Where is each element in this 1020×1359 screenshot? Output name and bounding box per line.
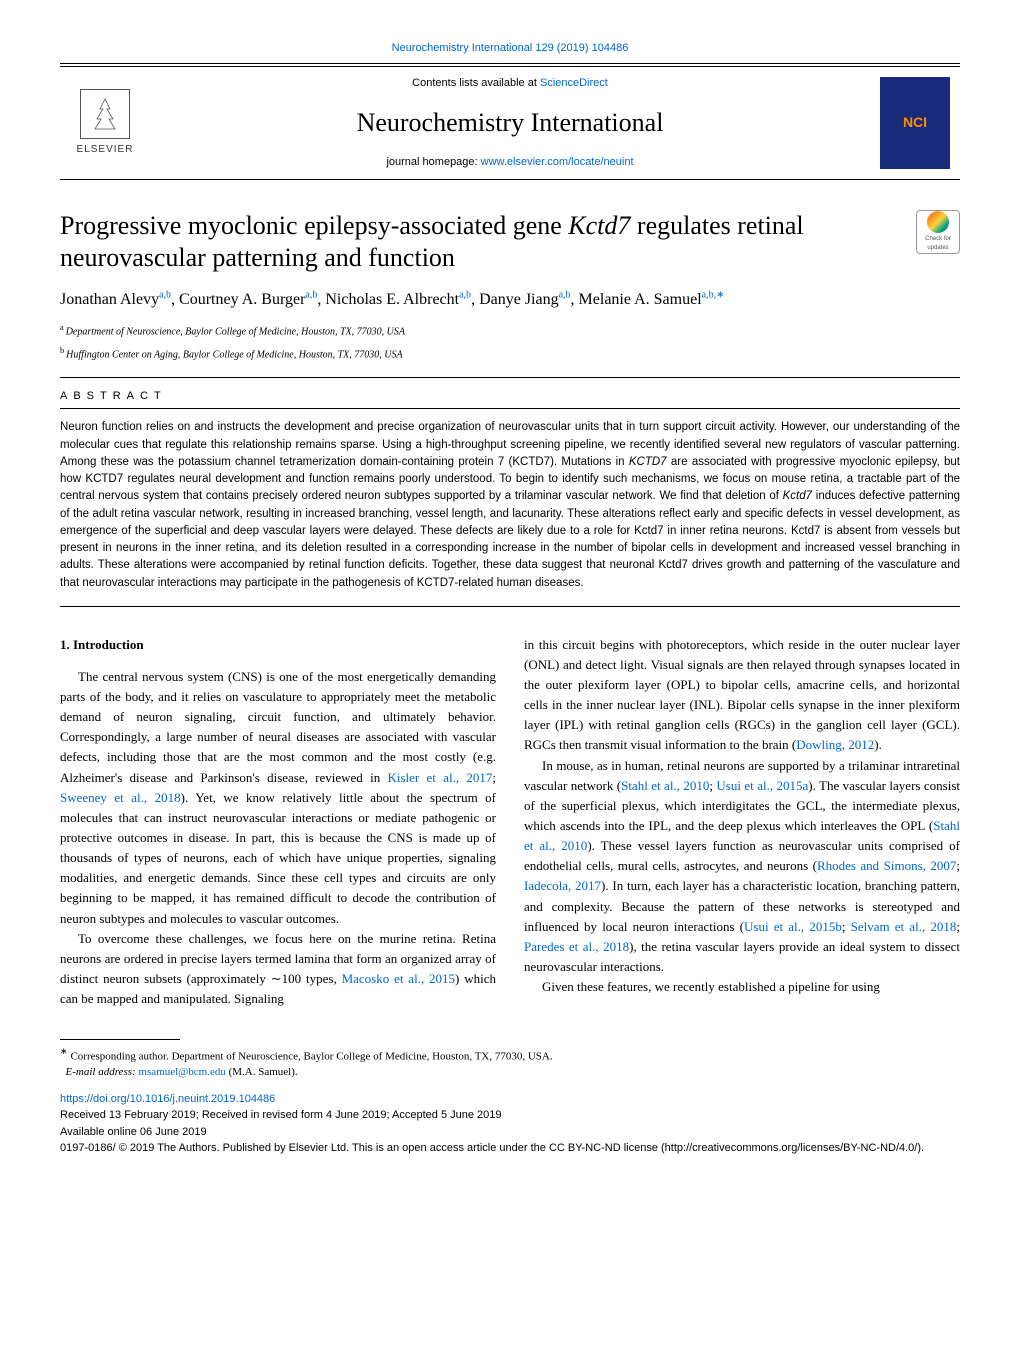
available-line: Available online 06 June 2019 [60,1126,207,1138]
citation-link[interactable]: Stahl et al., 2010 [621,778,709,793]
history-line: Received 13 February 2019; Received in r… [60,1109,502,1121]
journal-homepage-link[interactable]: www.elsevier.com/locate/neuint [481,156,634,168]
elsevier-logo: ELSEVIER [70,83,140,163]
citation-link[interactable]: Paredes et al., 2018 [524,939,629,954]
doi-link[interactable]: https://doi.org/10.1016/j.neuint.2019.10… [60,1093,275,1105]
affiliation-b: bHuffington Center on Aging, Baylor Coll… [60,345,960,362]
author: Courtney A. Burgera,b [179,291,317,308]
crossmark-icon [927,211,949,233]
right-column: in this circuit begins with photorecepto… [524,635,960,1010]
contents-line: Contents lists available at ScienceDirec… [140,75,880,92]
author: Melanie A. Samuela,b,∗ [579,291,725,308]
corresponding-footnote: ∗ Corresponding author. Department of Ne… [60,1046,960,1065]
citation-link[interactable]: Sweeney et al., 2018 [60,790,181,805]
paragraph: To overcome these challenges, we focus h… [60,929,496,1010]
paragraph: The central nervous system (CNS) is one … [60,667,496,929]
affiliation-a: aDepartment of Neuroscience, Baylor Coll… [60,322,960,339]
article-info-block: https://doi.org/10.1016/j.neuint.2019.10… [60,1091,960,1157]
author: Danye Jianga,b [479,291,570,308]
author-list: Jonathan Alevya,b, Courtney A. Burgera,b… [60,287,960,313]
abstract-heading: ABSTRACT [60,388,960,405]
journal-name: Neurochemistry International [140,103,880,142]
elsevier-tree-icon [80,89,130,139]
article-title: Progressive myoclonic epilepsy-associate… [60,210,916,275]
running-header: Neurochemistry International 129 (2019) … [60,40,960,57]
check-updates-badge[interactable]: Check for updates [916,210,960,254]
cover-abbrev: NCI [903,112,927,133]
paragraph: In mouse, as in human, retinal neurons a… [524,756,960,978]
citation-link[interactable]: Usui et al., 2015a [716,778,808,793]
citation-link[interactable]: Macosko et al., 2015 [342,971,455,986]
email-footnote: E-mail address: msamuel@bcm.edu (M.A. Sa… [60,1065,960,1080]
journal-cover-thumb: NCI [880,77,950,169]
email-link[interactable]: msamuel@bcm.edu [138,1066,225,1078]
corresponding-mark: ∗ [716,289,724,300]
citation-link[interactable]: Selvam et al., 2018 [851,919,957,934]
body-columns: 1. Introduction The central nervous syst… [60,635,960,1010]
citation-link[interactable]: Iadecola, 2017 [524,878,601,893]
paragraph: in this circuit begins with photorecepto… [524,635,960,756]
citation-link[interactable]: Usui et al., 2015b [744,919,842,934]
citation-link[interactable]: Rhodes and Simons, 2007 [817,858,956,873]
citation-link[interactable]: Dowling, 2012 [796,737,874,752]
homepage-line: journal homepage: www.elsevier.com/locat… [140,154,880,171]
left-column: 1. Introduction The central nervous syst… [60,635,496,1010]
sciencedirect-link[interactable]: ScienceDirect [540,77,608,89]
paragraph: Given these features, we recently establ… [524,977,960,997]
publisher-name: ELSEVIER [77,142,134,157]
copyright-line: 0197-0186/ © 2019 The Authors. Published… [60,1142,924,1154]
section-heading: 1. Introduction [60,635,496,655]
author: Nicholas E. Albrechta,b [325,291,471,308]
citation-link[interactable]: Kisler et al., 2017 [387,770,492,785]
author: Jonathan Alevya,b [60,291,171,308]
abstract-text: Neuron function relies on and instructs … [60,419,960,592]
journal-banner: ELSEVIER Contents lists available at Sci… [60,66,960,180]
